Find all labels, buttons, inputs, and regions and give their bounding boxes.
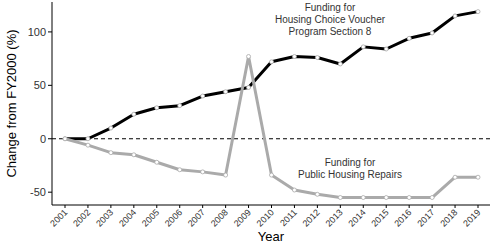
series-point [407, 36, 411, 40]
series-point [109, 126, 113, 130]
x-tick [271, 205, 272, 208]
series-label: Funding forHousing Choice VoucherProgram… [275, 2, 386, 37]
x-tick [294, 205, 295, 208]
series-point [178, 104, 182, 108]
series-point [132, 153, 136, 157]
series-point [63, 137, 67, 141]
series-point [201, 170, 205, 174]
series-point [430, 31, 434, 35]
series-point [178, 168, 182, 172]
x-tick-label: 2018 [438, 207, 459, 228]
x-tick [340, 205, 341, 208]
series-line [65, 12, 478, 139]
x-tick-label: 2010 [255, 207, 276, 228]
x-tick [179, 205, 180, 208]
x-tick [386, 205, 387, 208]
series-point [292, 188, 296, 192]
x-tick-label: 2004 [117, 207, 138, 228]
series-point [155, 160, 159, 164]
x-tick-label: 2017 [415, 207, 436, 228]
series-point [453, 14, 457, 18]
x-tick-label: 2009 [232, 207, 253, 228]
series-point [247, 85, 251, 89]
x-tick [202, 205, 203, 208]
plot-area [63, 10, 480, 200]
series-label-line: Housing Choice Voucher [275, 14, 386, 25]
series-point [384, 47, 388, 51]
x-tick-label: 2014 [346, 207, 367, 228]
series-point [86, 137, 90, 141]
series-line [65, 56, 478, 197]
x-tick [409, 205, 410, 208]
series-label-line: Public Housing Repairs [298, 169, 402, 180]
x-tick-label: 2012 [301, 207, 322, 228]
chart: -500501002001200220032004200520062007200… [0, 0, 500, 245]
x-tick-label: 2001 [48, 207, 69, 228]
x-tick-label: 2008 [209, 207, 230, 228]
y-axis-title: Change from FY2000 (%) [4, 29, 19, 177]
y-tick [48, 85, 52, 86]
series-point [430, 196, 434, 200]
series-point [63, 137, 67, 141]
x-tick-label: 2016 [392, 207, 413, 228]
series-point [338, 62, 342, 66]
x-axis-title: Year [258, 229, 285, 244]
series-point [155, 106, 159, 110]
series-point [361, 45, 365, 49]
series-point [338, 196, 342, 200]
series-point [86, 143, 90, 147]
x-tick-label: 2011 [278, 207, 299, 228]
series-point [247, 54, 251, 58]
series-point [292, 54, 296, 58]
x-tick [432, 205, 433, 208]
x-tick-label: 2015 [369, 207, 390, 228]
x-tick-label: 2013 [324, 207, 345, 228]
series-label-line: Funding for [305, 2, 356, 13]
series-point [384, 196, 388, 200]
y-tick [48, 31, 52, 32]
series-point [476, 10, 480, 14]
x-tick-label: 2006 [163, 207, 184, 228]
x-tick [65, 205, 66, 208]
y-tick-label: 50 [34, 79, 46, 91]
x-tick [225, 205, 226, 208]
series-point [270, 173, 274, 177]
x-tick-label: 2007 [186, 207, 207, 228]
x-tick [248, 205, 249, 208]
series-point [132, 112, 136, 116]
x-tick-label: 2002 [71, 207, 92, 228]
series-point [453, 175, 457, 179]
x-tick-label: 2003 [94, 207, 115, 228]
series-label-line: Program Section 8 [289, 26, 372, 37]
series-point [224, 173, 228, 177]
x-tick [363, 205, 364, 208]
x-tick [133, 205, 134, 208]
series-point [109, 151, 113, 155]
series-point [315, 192, 319, 196]
series-label: Funding forPublic Housing Repairs [298, 157, 402, 180]
y-tick-label: -50 [30, 186, 46, 198]
x-tick [317, 205, 318, 208]
series-point [224, 90, 228, 94]
series-point [407, 196, 411, 200]
y-tick-label: 100 [28, 26, 46, 38]
x-tick [110, 205, 111, 208]
y-tick-label: 0 [40, 133, 46, 145]
series-point [361, 196, 365, 200]
x-tick [156, 205, 157, 208]
x-tick-label: 2005 [140, 207, 161, 228]
series-point [270, 60, 274, 64]
series-point [201, 94, 205, 98]
y-tick [48, 192, 52, 193]
x-tick [455, 205, 456, 208]
x-tick-label: 2019 [461, 207, 482, 228]
y-axis-line [52, 2, 53, 205]
y-tick [48, 138, 52, 139]
series-point [315, 56, 319, 60]
series-label-line: Funding for [325, 157, 376, 168]
series-point [476, 175, 480, 179]
x-tick [87, 205, 88, 208]
x-tick [478, 205, 479, 208]
reference-line [52, 138, 490, 139]
